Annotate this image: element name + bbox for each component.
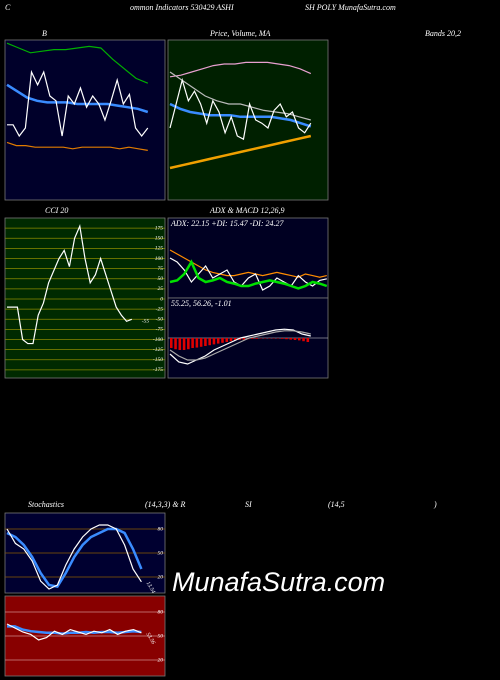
indicator-values: ADX: 22.15 +DI: 15.47 -DI: 24.27 <box>170 219 284 228</box>
indicator-line <box>169 328 311 365</box>
tick-label: 0 <box>160 296 163 302</box>
histogram-bar <box>251 338 254 339</box>
histogram-bar <box>174 338 177 350</box>
histogram-bar <box>298 338 301 341</box>
histogram-bar <box>289 338 293 340</box>
indicator-line <box>169 71 311 121</box>
panel-background <box>4 39 166 201</box>
panel-title: (14,3,3) & R <box>145 500 186 509</box>
panel-title: ADX & MACD 12,26,9 <box>209 206 284 215</box>
header-left: C <box>5 3 11 12</box>
tick-label: 50 <box>158 633 164 639</box>
last-value: 53.56 <box>145 632 157 646</box>
indicator-line <box>7 69 149 138</box>
indicator-values: 55.25, 56.26, -1.01 <box>171 299 232 308</box>
panel-title: CCI 20 <box>45 206 68 215</box>
indicator-line <box>6 83 149 114</box>
indicator-line <box>6 141 148 151</box>
indicator-line <box>169 77 312 141</box>
histogram-bar <box>187 338 190 350</box>
histogram-bar <box>182 338 186 350</box>
histogram-bar <box>199 338 203 347</box>
tick-label: -75 <box>156 327 164 333</box>
histogram-bar <box>255 338 258 339</box>
panel-background <box>167 39 329 201</box>
header-right: SH POLY MunafaSutra.com <box>305 3 396 12</box>
watermark: MunafaSutra.com <box>172 567 385 597</box>
indicator-line <box>169 102 312 128</box>
histogram-bar <box>306 338 310 342</box>
indicator-line <box>6 527 143 588</box>
tick-label: 20 <box>158 574 164 580</box>
indicator-line <box>169 249 327 278</box>
indicator-line <box>169 134 312 170</box>
histogram-bar <box>221 338 224 343</box>
tick-label: 80 <box>158 609 164 615</box>
histogram-bar <box>234 338 237 341</box>
tick-label: 75 <box>158 266 164 272</box>
histogram-bar <box>191 338 194 348</box>
histogram-bar <box>178 338 182 350</box>
histogram-bar <box>195 338 199 348</box>
panel-title: Stochastics <box>28 500 64 509</box>
header-middle: ommon Indicators 530429 ASHI <box>130 3 234 12</box>
indicator-line <box>169 330 311 361</box>
last-value: -55 <box>142 319 150 325</box>
histogram-bar <box>285 338 288 340</box>
tick-label: -150 <box>153 357 163 363</box>
panel-background <box>4 217 166 379</box>
tick-label: -25 <box>156 306 164 312</box>
indicator-line <box>6 42 149 84</box>
panel-title: SI <box>245 500 252 509</box>
tick-label: 150 <box>155 236 164 242</box>
tick-label: 20 <box>158 657 164 663</box>
histogram-bar <box>204 338 207 346</box>
histogram-bar <box>229 338 233 342</box>
tick-label: -50 <box>156 317 164 323</box>
histogram-bar <box>293 338 297 340</box>
histogram-bar <box>208 338 211 346</box>
indicator-line <box>169 257 327 291</box>
tick-label: 100 <box>155 256 164 262</box>
indicator-line <box>6 524 142 590</box>
histogram-bar <box>280 338 284 339</box>
panel-title: B <box>42 29 47 38</box>
tick-label: 175 <box>155 225 164 231</box>
histogram-bar <box>212 338 216 345</box>
indicator-line <box>7 625 142 635</box>
indicator-line <box>7 223 133 345</box>
indicator-line <box>169 61 312 78</box>
tick-label: -100 <box>153 337 163 343</box>
panel-title: Price, Volume, MA <box>209 29 271 38</box>
tick-label: 50 <box>158 276 164 282</box>
histogram-bar <box>302 338 305 342</box>
panel-title: ) <box>433 500 437 509</box>
panel-background <box>167 217 329 299</box>
tick-label: 80 <box>158 526 164 532</box>
histogram-bar <box>216 338 220 344</box>
histogram-bar <box>242 338 246 340</box>
tick-label: -125 <box>153 347 163 353</box>
panel-title: (14,5 <box>328 500 345 509</box>
tick-label: 25 <box>158 286 164 292</box>
histogram-bar <box>170 338 173 348</box>
tick-label: 50 <box>158 550 164 556</box>
histogram-bar <box>225 338 229 342</box>
tick-label: 125 <box>155 246 164 252</box>
panel-title: Bands 20,2 <box>425 29 461 38</box>
indicator-line <box>6 623 142 641</box>
indicator-line <box>169 259 328 290</box>
tick-label: -175 <box>153 367 163 373</box>
